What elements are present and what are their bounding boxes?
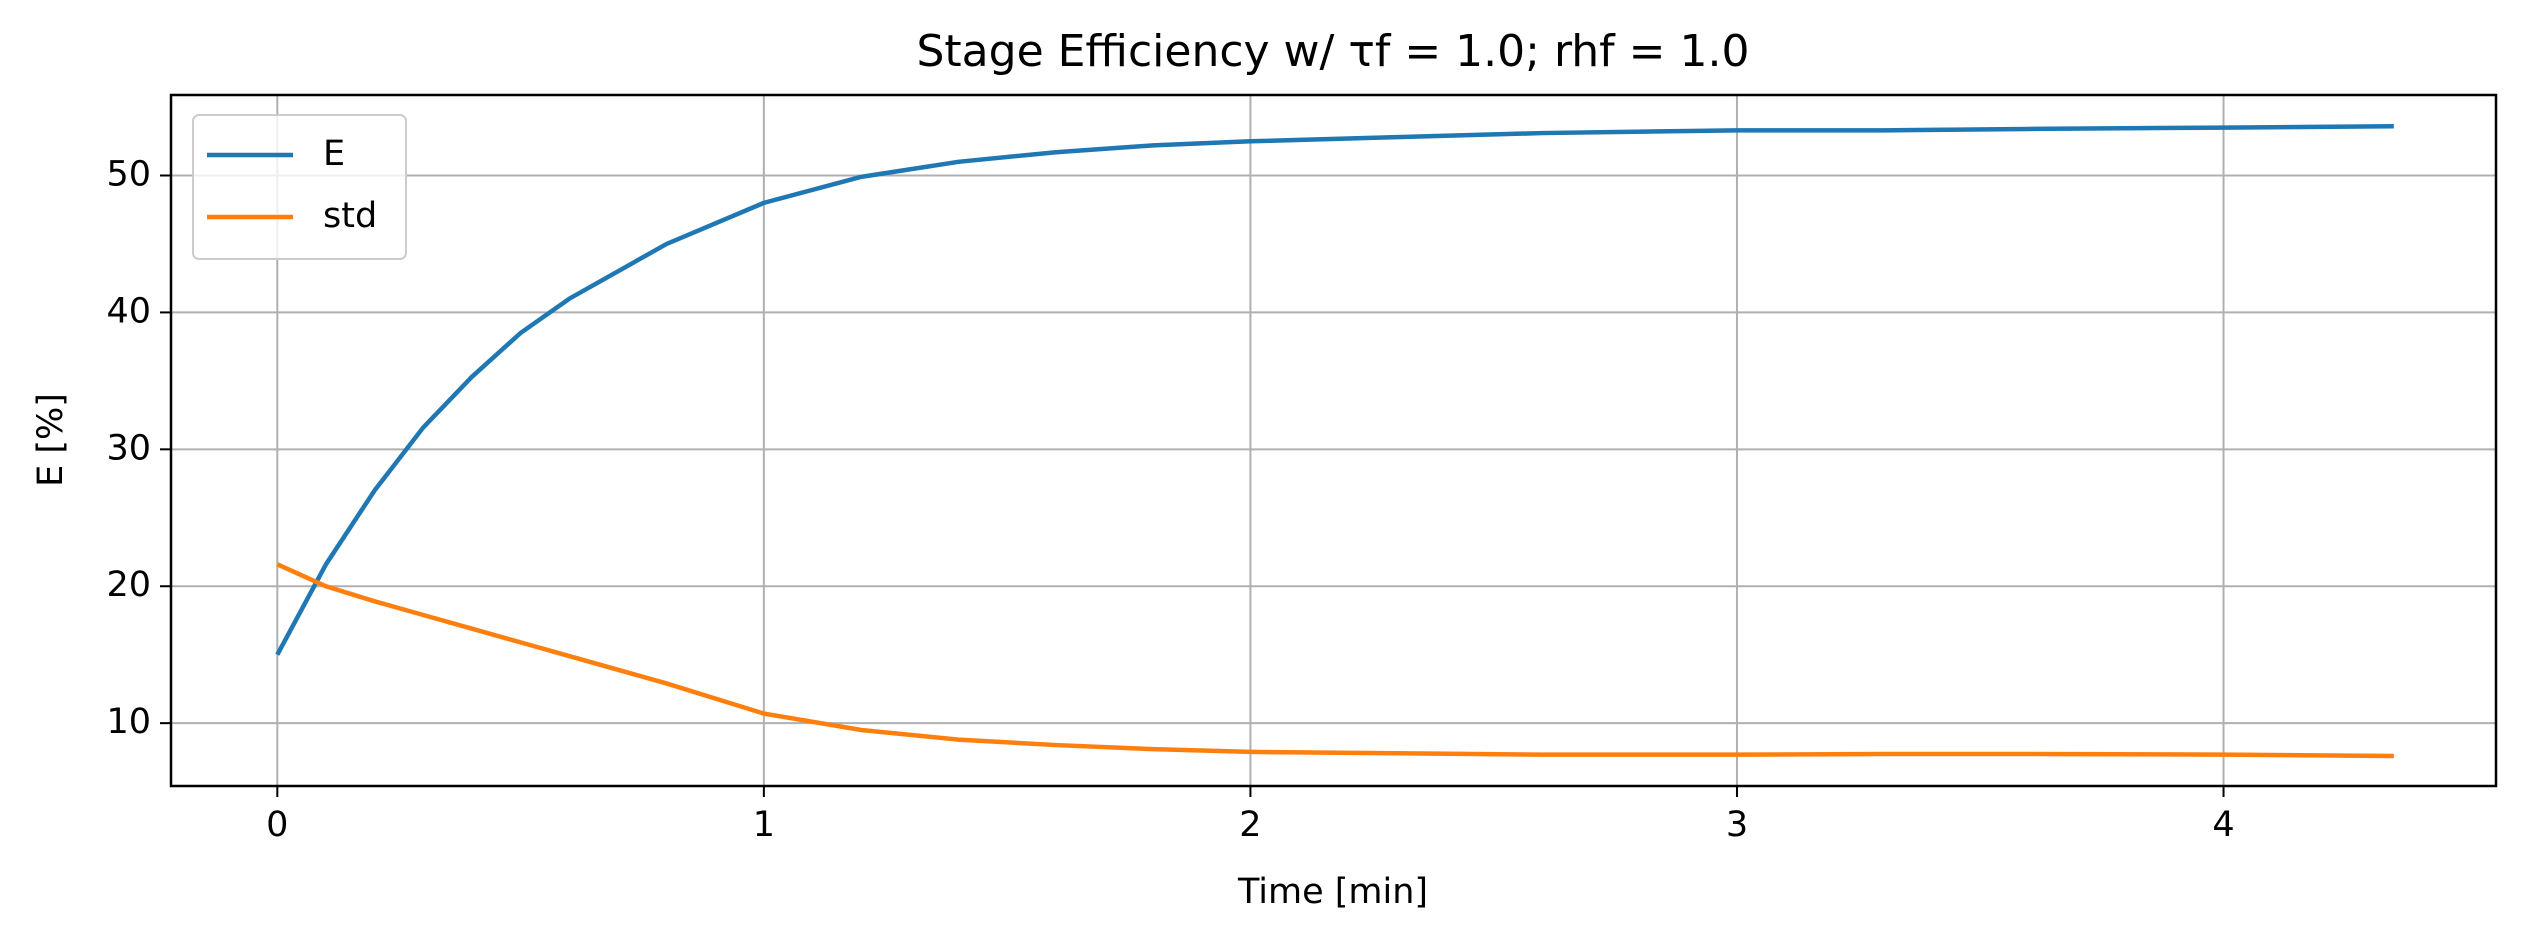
y-tick-label: 20	[106, 565, 151, 605]
y-tick-label: 40	[106, 291, 151, 331]
y-tick-label: 30	[106, 428, 151, 468]
chart-title: Stage Efficiency w/ τf = 1.0; rhf = 1.0	[917, 26, 1750, 77]
line-series	[276, 562, 2394, 759]
x-axis-label: Time [min]	[1237, 872, 1428, 912]
legend-label: E	[323, 134, 345, 174]
x-tick-label: 2	[1239, 805, 1261, 845]
legend-label: std	[323, 196, 377, 236]
x-tick-label: 0	[266, 805, 288, 845]
plot-frame	[169, 93, 2498, 788]
x-tick-label: 4	[2212, 805, 2234, 845]
y-tick-label: 10	[106, 702, 151, 742]
legend-box	[192, 114, 407, 260]
x-tick-label: 3	[1726, 805, 1748, 845]
line-series	[275, 123, 2394, 656]
x-tick-label: 1	[753, 805, 775, 845]
y-axis-label: E [%]	[31, 393, 71, 487]
y-tick-label: 50	[106, 155, 151, 195]
